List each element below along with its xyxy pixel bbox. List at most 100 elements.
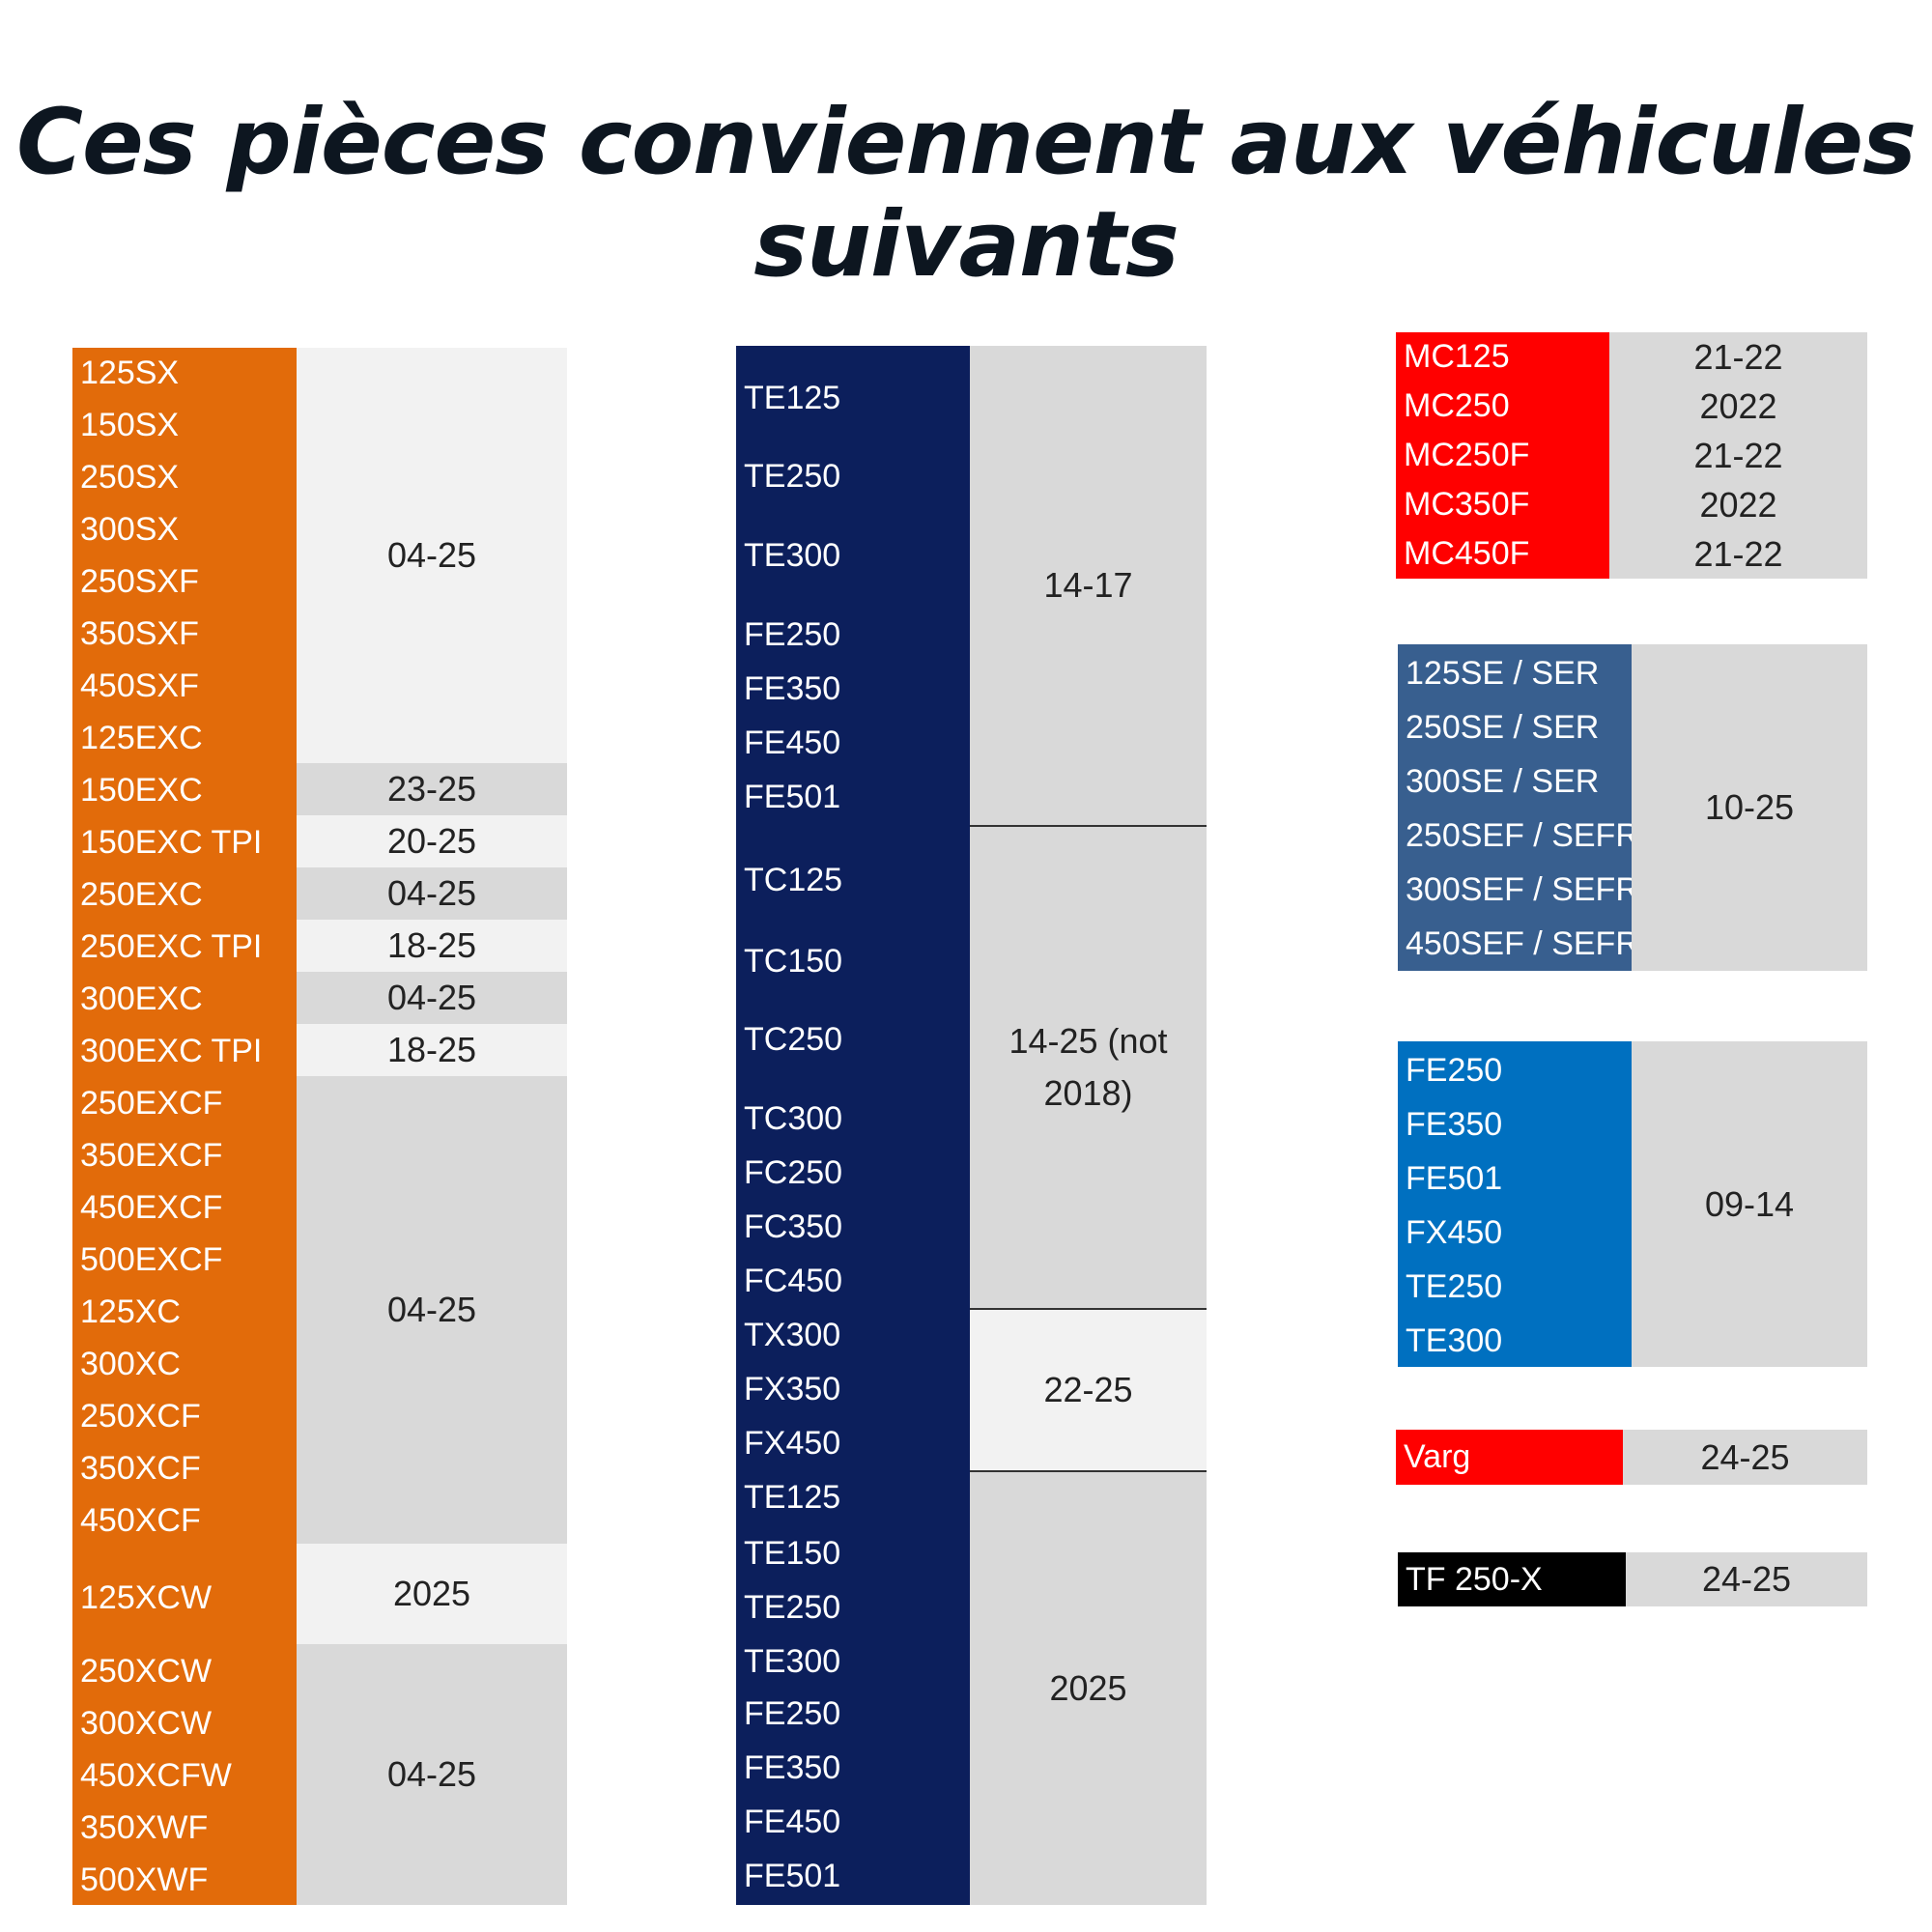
- husqvarna-model-column: TE125 TE250 TE300 FE250 FE350 FE450 FE501 TC125…: [736, 346, 970, 1905]
- ktm-model-cell: 300XC: [72, 1339, 297, 1389]
- tf-model-cell: TF 250-X: [1398, 1552, 1626, 1606]
- husqvarna-model-cell: FE250: [736, 1688, 970, 1740]
- page-title: Ces pièces conviennent aux véhicules sui…: [0, 92, 1932, 297]
- husqvarna-model-cell: FX450: [736, 1417, 970, 1469]
- ktm-year-cell: 04-25: [297, 1644, 567, 1905]
- husaberg-fe-compat-table: FE250 FE350 FE501 FX450 TE250 TE300 09-14: [1398, 1041, 1867, 1367]
- ktm-model-cell: 450XCFW: [72, 1750, 297, 1801]
- gasgas-mc-year-cell: 21-22: [1609, 431, 1867, 480]
- varg-year-cell: 24-25: [1623, 1430, 1867, 1485]
- husqvarna-model-cell: TC125: [736, 854, 970, 906]
- ktm-model-cell: 125SX: [72, 348, 297, 398]
- ktm-year-cell: 04-25: [297, 348, 567, 763]
- ktm-model-cell: 250SX: [72, 452, 297, 502]
- gasgas-mc-model-column: MC125 MC250 MC250F MC350F MC450F: [1396, 332, 1609, 579]
- husqvarna-model-cell: FE350: [736, 663, 970, 715]
- husqvarna-model-cell: FE450: [736, 1796, 970, 1848]
- husqvarna-year-cell: 22-25: [970, 1310, 1207, 1470]
- husaberg-fe-model-cell: FE501: [1398, 1151, 1632, 1206]
- gasgas-mc-year-column: 21-22 2022 21-22 2022 21-22: [1609, 332, 1867, 579]
- ktm-model-cell: 250SXF: [72, 556, 297, 607]
- title-line-2: suivants: [0, 194, 1932, 297]
- husaberg-se-compat-table: 125SE / SER 250SE / SER 300SE / SER 250SEF …: [1398, 644, 1867, 971]
- husqvarna-model-cell: FE350: [736, 1742, 970, 1794]
- husqvarna-model-cell: FC450: [736, 1255, 970, 1307]
- ktm-year-cell: 04-25: [297, 867, 567, 920]
- ktm-model-cell: 450SXF: [72, 661, 297, 711]
- varg-year-column: 24-25: [1623, 1430, 1867, 1485]
- husqvarna-model-cell: TE300: [736, 1635, 970, 1688]
- husqvarna-group-divider: [970, 1308, 1207, 1310]
- husqvarna-model-cell: TC300: [736, 1093, 970, 1145]
- ktm-model-cell: 250XCW: [72, 1646, 297, 1696]
- gasgas-mc-year-cell: 2022: [1609, 480, 1867, 529]
- ktm-year-cell: 23-25: [297, 763, 567, 815]
- husqvarna-model-cell: TX300: [736, 1309, 970, 1361]
- ktm-model-cell: 300XCW: [72, 1698, 297, 1748]
- husaberg-se-model-cell: 450SEF / SEFR: [1398, 917, 1632, 971]
- ktm-model-cell: 300SX: [72, 504, 297, 554]
- husqvarna-model-cell: FC350: [736, 1201, 970, 1253]
- ktm-model-cell: 500EXCF: [72, 1235, 297, 1285]
- husaberg-fe-year-column: 09-14: [1632, 1041, 1867, 1367]
- ktm-model-column: 125SX 150SX 250SX 300SX 250SXF 350SXF 450SXF 12…: [72, 348, 297, 1905]
- husqvarna-year-cell: 14-25 (not 2018): [970, 827, 1207, 1308]
- husqvarna-model-cell: TC150: [736, 935, 970, 987]
- husqvarna-model-cell: FE501: [736, 1850, 970, 1902]
- husqvarna-model-cell: TE250: [736, 1581, 970, 1634]
- ktm-model-cell: 125XCW: [72, 1548, 297, 1648]
- ktm-model-cell: 250XCF: [72, 1391, 297, 1441]
- tf-model-column: TF 250-X: [1398, 1552, 1626, 1606]
- ktm-compat-table: 125SX 150SX 250SX 300SX 250SXF 350SXF 450SXF 12…: [72, 348, 567, 1905]
- husqvarna-model-cell: TE125: [736, 372, 970, 424]
- varg-model-cell: Varg: [1396, 1430, 1623, 1485]
- ktm-model-cell: 150EXC TPI: [72, 817, 297, 867]
- ktm-model-cell: 350XWF: [72, 1803, 297, 1853]
- husaberg-se-model-cell: 300SE / SER: [1398, 754, 1632, 809]
- husaberg-fe-year-cell: 09-14: [1632, 1041, 1867, 1367]
- husaberg-fe-model-cell: FE350: [1398, 1097, 1632, 1151]
- husaberg-se-year-column: 10-25: [1632, 644, 1867, 971]
- husqvarna-group-divider: [970, 1470, 1207, 1472]
- ktm-year-cell: 18-25: [297, 920, 567, 972]
- gasgas-mc-model-cell: MC350F: [1396, 480, 1609, 529]
- tf-year-cell: 24-25: [1626, 1552, 1867, 1606]
- husaberg-se-model-cell: 125SE / SER: [1398, 646, 1632, 700]
- husaberg-fe-model-cell: FE250: [1398, 1043, 1632, 1097]
- husqvarna-model-cell: FE250: [736, 609, 970, 661]
- ktm-model-cell: 150EXC: [72, 765, 297, 815]
- varg-compat-table: Varg 24-25: [1396, 1430, 1867, 1485]
- husaberg-se-model-cell: 250SE / SER: [1398, 700, 1632, 754]
- ktm-model-cell: 450EXCF: [72, 1182, 297, 1233]
- gasgas-mc-model-cell: MC250: [1396, 382, 1609, 431]
- husaberg-fe-model-column: FE250 FE350 FE501 FX450 TE250 TE300: [1398, 1041, 1632, 1367]
- ktm-model-cell: 250EXC TPI: [72, 922, 297, 972]
- husqvarna-compat-table: TE125 TE250 TE300 FE250 FE350 FE450 FE501 TC125…: [736, 346, 1207, 1905]
- husaberg-se-model-column: 125SE / SER 250SE / SER 300SE / SER 250SEF …: [1398, 644, 1632, 971]
- husaberg-se-model-cell: 250SEF / SEFR: [1398, 809, 1632, 863]
- husqvarna-model-cell: TE250: [736, 450, 970, 502]
- ktm-model-cell: 500XWF: [72, 1855, 297, 1905]
- ktm-year-cell: 20-25: [297, 815, 567, 867]
- gasgas-mc-compat-table: MC125 MC250 MC250F MC350F MC450F 21-22 2022 21…: [1396, 332, 1867, 579]
- husqvarna-model-cell: TE125: [736, 1471, 970, 1523]
- husqvarna-year-column: 14-17 14-25 (not 2018) 22-25 2025: [970, 346, 1207, 1905]
- husqvarna-year-cell: 2025: [970, 1472, 1207, 1905]
- husqvarna-model-cell: TC250: [736, 1013, 970, 1065]
- husaberg-se-model-cell: 300SEF / SEFR: [1398, 863, 1632, 917]
- ktm-model-cell: 125XC: [72, 1287, 297, 1337]
- ktm-model-cell: 150SX: [72, 400, 297, 450]
- ktm-year-cell: 04-25: [297, 972, 567, 1024]
- ktm-year-column: 04-25 23-25 20-25 04-25 18-25 04-25 18-25 04-25…: [297, 348, 567, 1905]
- ktm-year-cell: 04-25: [297, 1076, 567, 1544]
- tf-year-column: 24-25: [1626, 1552, 1867, 1606]
- gasgas-mc-year-cell: 21-22: [1609, 529, 1867, 579]
- husqvarna-model-cell: FE450: [736, 717, 970, 769]
- husqvarna-model-cell: TE300: [736, 529, 970, 582]
- ktm-model-cell: 450XCF: [72, 1495, 297, 1546]
- husaberg-fe-model-cell: FX450: [1398, 1206, 1632, 1260]
- husqvarna-group-divider: [970, 825, 1207, 827]
- ktm-model-cell: 250EXCF: [72, 1078, 297, 1128]
- husqvarna-model-cell: TE150: [736, 1527, 970, 1579]
- ktm-model-cell: 125EXC: [72, 713, 297, 763]
